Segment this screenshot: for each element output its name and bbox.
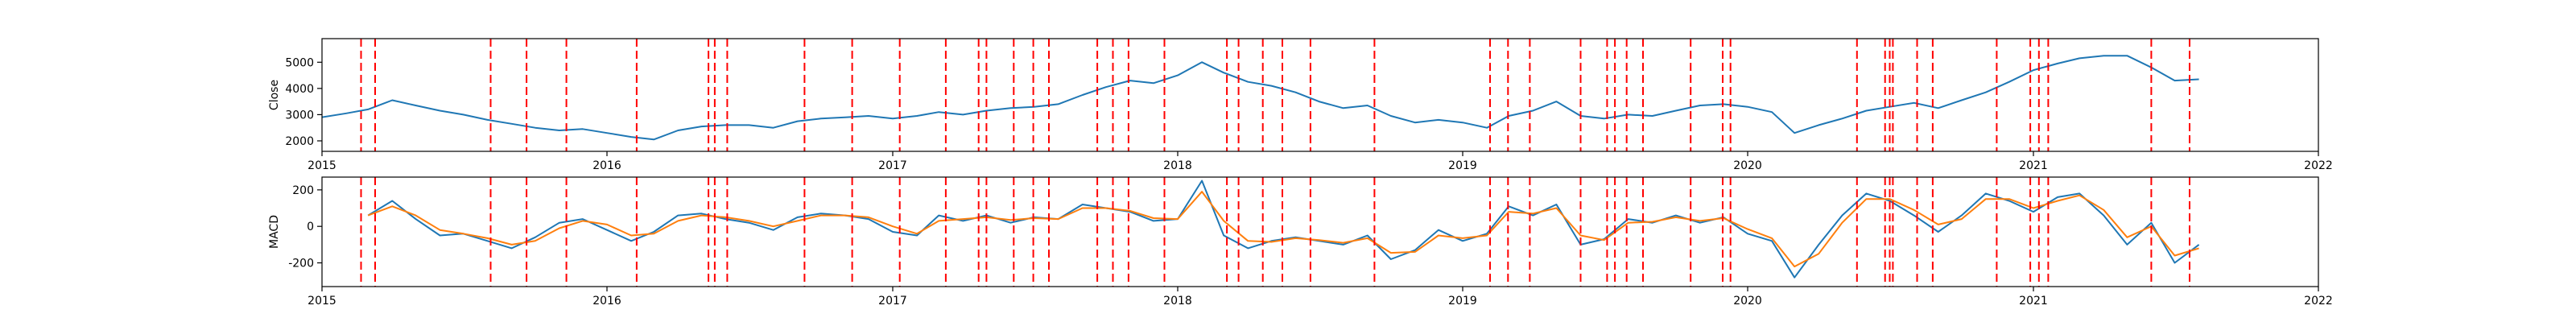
panel-1-ytick-label-1: 2000 bbox=[285, 135, 314, 148]
panel-1-ytick-label-4: 5000 bbox=[285, 56, 314, 69]
panel-1-ytick-label-2: 3000 bbox=[285, 109, 314, 122]
panel-1-xtick-label-1: 2015 bbox=[308, 159, 336, 172]
panel-2-xtick-label-6: 2020 bbox=[1733, 295, 1762, 308]
panel-2: -200 0 200 2015 2016 2017 2018 2019 2020 2021 2022… bbox=[268, 176, 2333, 308]
panel-2-ytick-label-1: -200 bbox=[288, 258, 314, 270]
panel-2-frame bbox=[321, 176, 2319, 287]
panel-2-xtick-label-1: 2015 bbox=[308, 295, 336, 308]
panel-1-frame bbox=[321, 38, 2319, 152]
panel-2-ytick-label-2: 0 bbox=[307, 221, 314, 233]
panel-1-series-1-line bbox=[322, 55, 2199, 141]
panel-2-xtick-label-7: 2021 bbox=[2019, 295, 2048, 308]
panel-2-plot-area bbox=[360, 177, 2200, 287]
panel-2-xtick-label-3: 2017 bbox=[878, 295, 907, 308]
panel-1-xtick-label-5: 2019 bbox=[1448, 159, 1477, 172]
panel-1-ylabel: Close bbox=[268, 80, 281, 110]
panel-1-plot-area bbox=[322, 39, 2199, 151]
panel-1-xtick-label-4: 2018 bbox=[1163, 159, 1192, 172]
panel-1-ytick-label-3: 4000 bbox=[285, 83, 314, 96]
panel-2-series-1-line bbox=[367, 180, 2200, 279]
panel-1-xtick-label-6: 2020 bbox=[1733, 159, 1762, 172]
panel-1: 2000 3000 4000 5000 2015 2016 2017 2018 2019 2020… bbox=[268, 38, 2333, 172]
panel-1-xtick-label-7: 2021 bbox=[2019, 159, 2048, 172]
panel-2-xtick-label-2: 2016 bbox=[592, 295, 621, 308]
panel-2-ylabel: MACD bbox=[268, 215, 281, 249]
panel-2-xtick-label-4: 2018 bbox=[1163, 295, 1192, 308]
panel-2-ytick-label-3: 200 bbox=[292, 184, 314, 197]
panel-2-series-2-line bbox=[367, 191, 2199, 268]
panel-1-xtick-label-2: 2016 bbox=[592, 159, 621, 172]
panel-2-xtick-label-5: 2019 bbox=[1448, 295, 1477, 308]
panel-1-xtick-label-8: 2022 bbox=[2304, 159, 2333, 172]
panel-1-xtick-label-3: 2017 bbox=[878, 159, 907, 172]
panel-2-xtick-label-8: 2022 bbox=[2304, 295, 2333, 308]
